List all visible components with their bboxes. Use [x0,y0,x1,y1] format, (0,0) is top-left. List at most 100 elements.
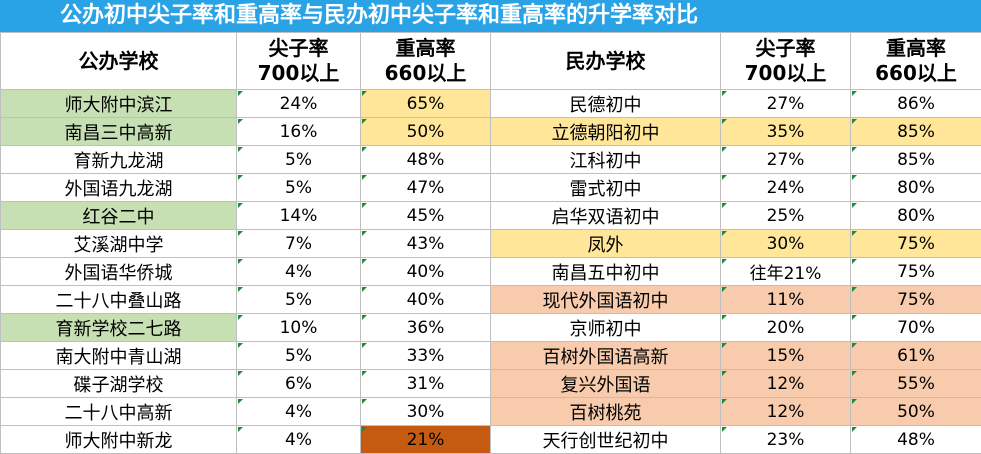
public-top-rate: 4% [236,397,361,426]
header-top-rate-label: 尖子率 [268,36,329,60]
private-key-rate: 75% [850,285,981,314]
public-key-rate: 40% [360,257,491,286]
private-school-name: 现代外国语初中 [490,285,721,314]
public-top-rate: 5% [236,341,361,370]
header-row: 公办学校 尖子率 700以上 重高率 660以上 民办学校 尖子率 700以上 重高率… [0,32,981,90]
public-key-rate: 43% [360,229,491,258]
public-top-rate: 7% [236,229,361,258]
table-row: 南昌三中高新 16% 50% 立德朝阳初中 35% 85% [0,117,981,146]
table-row: 外国语九龙湖 5% 47% 雷式初中 24% 80% [0,173,981,202]
public-school-name: 南大附中青山湖 [0,341,237,370]
public-school-name: 师大附中滨江 [0,89,237,118]
header-private-key-rate: 重高率 660以上 [850,32,981,90]
public-top-rate: 5% [236,145,361,174]
private-key-rate: 80% [850,173,981,202]
private-school-name: 南昌五中初中 [490,257,721,286]
private-key-rate: 86% [850,89,981,118]
private-school-name: 复兴外国语 [490,369,721,398]
private-school-name: 雷式初中 [490,173,721,202]
table-row: 艾溪湖中学 7% 43% 凤外 30% 75% [0,229,981,258]
public-key-rate: 45% [360,201,491,230]
private-school-name: 京师初中 [490,313,721,342]
private-key-rate: 50% [850,397,981,426]
private-key-rate: 75% [850,229,981,258]
public-school-name: 育新学校二七路 [0,313,237,342]
header-top-rate-threshold: 700以上 [744,61,827,85]
public-school-name: 外国语华侨城 [0,257,237,286]
public-school-name: 育新九龙湖 [0,145,237,174]
private-top-rate: 27% [720,89,851,118]
header-key-rate-threshold: 660以上 [384,61,467,85]
table-row: 二十八中高新 4% 30% 百树桃苑 12% 50% [0,397,981,426]
public-top-rate: 4% [236,257,361,286]
header-public-top-rate: 尖子率 700以上 [236,32,361,90]
header-top-rate-label: 尖子率 [755,36,816,60]
private-top-rate: 15% [720,341,851,370]
private-school-name: 百树外国语高新 [490,341,721,370]
private-school-name: 立德朝阳初中 [490,117,721,146]
private-top-rate: 往年21% [720,257,851,286]
table-row: 碟子湖学校 6% 31% 复兴外国语 12% 55% [0,369,981,398]
table-row: 二十八中叠山路 5% 40% 现代外国语初中 11% 75% [0,285,981,314]
public-top-rate: 5% [236,285,361,314]
public-school-name: 二十八中叠山路 [0,285,237,314]
public-top-rate: 24% [236,89,361,118]
header-key-rate-label: 重高率 [395,36,456,60]
header-private-school: 民办学校 [490,32,721,90]
header-public-school: 公办学校 [0,32,237,90]
private-top-rate: 24% [720,173,851,202]
public-school-name: 红谷二中 [0,201,237,230]
private-top-rate: 20% [720,313,851,342]
public-school-name: 外国语九龙湖 [0,173,237,202]
private-top-rate: 12% [720,397,851,426]
public-key-rate: 31% [360,369,491,398]
private-key-rate: 75% [850,257,981,286]
public-school-name: 艾溪湖中学 [0,229,237,258]
private-top-rate: 35% [720,117,851,146]
private-key-rate: 85% [850,117,981,146]
public-top-rate: 6% [236,369,361,398]
public-school-name: 碟子湖学校 [0,369,237,398]
public-key-rate: 21% [360,425,491,454]
private-school-name: 民德初中 [490,89,721,118]
private-top-rate: 11% [720,285,851,314]
public-school-name: 师大附中新龙 [0,425,237,454]
table-row: 育新九龙湖 5% 48% 江科初中 27% 85% [0,145,981,174]
private-key-rate: 80% [850,201,981,230]
public-top-rate: 5% [236,173,361,202]
header-key-rate-label: 重高率 [886,36,946,60]
table-row: 育新学校二七路 10% 36% 京师初中 20% 70% [0,313,981,342]
public-top-rate: 10% [236,313,361,342]
header-public-key-rate: 重高率 660以上 [360,32,491,90]
private-school-name: 凤外 [490,229,721,258]
header-top-rate-threshold: 700以上 [257,61,340,85]
public-key-rate: 30% [360,397,491,426]
private-key-rate: 61% [850,341,981,370]
private-key-rate: 55% [850,369,981,398]
public-top-rate: 14% [236,201,361,230]
public-key-rate: 36% [360,313,491,342]
table-row: 师大附中滨江 24% 65% 民德初中 27% 86% [0,89,981,118]
table-row: 外国语华侨城 4% 40% 南昌五中初中 往年21% 75% [0,257,981,286]
public-key-rate: 50% [360,117,491,146]
private-top-rate: 30% [720,229,851,258]
private-school-name: 江科初中 [490,145,721,174]
public-school-name: 南昌三中高新 [0,117,237,146]
table-row: 南大附中青山湖 5% 33% 百树外国语高新 15% 61% [0,341,981,370]
private-top-rate: 12% [720,369,851,398]
public-key-rate: 33% [360,341,491,370]
private-key-rate: 70% [850,313,981,342]
header-key-rate-threshold: 660以上 [875,61,957,85]
private-top-rate: 25% [720,201,851,230]
private-top-rate: 27% [720,145,851,174]
private-school-name: 天行创世纪初中 [490,425,721,454]
public-top-rate: 4% [236,425,361,454]
private-school-name: 启华双语初中 [490,201,721,230]
page-title: 公办初中尖子率和重高率与民办初中尖子率和重高率的升学率对比 [0,0,981,32]
public-key-rate: 47% [360,173,491,202]
private-school-name: 百树桃苑 [490,397,721,426]
comparison-table: 公办学校 尖子率 700以上 重高率 660以上 民办学校 尖子率 700以上 重高率… [0,32,981,454]
public-key-rate: 40% [360,285,491,314]
header-private-top-rate: 尖子率 700以上 [720,32,851,90]
public-key-rate: 65% [360,89,491,118]
